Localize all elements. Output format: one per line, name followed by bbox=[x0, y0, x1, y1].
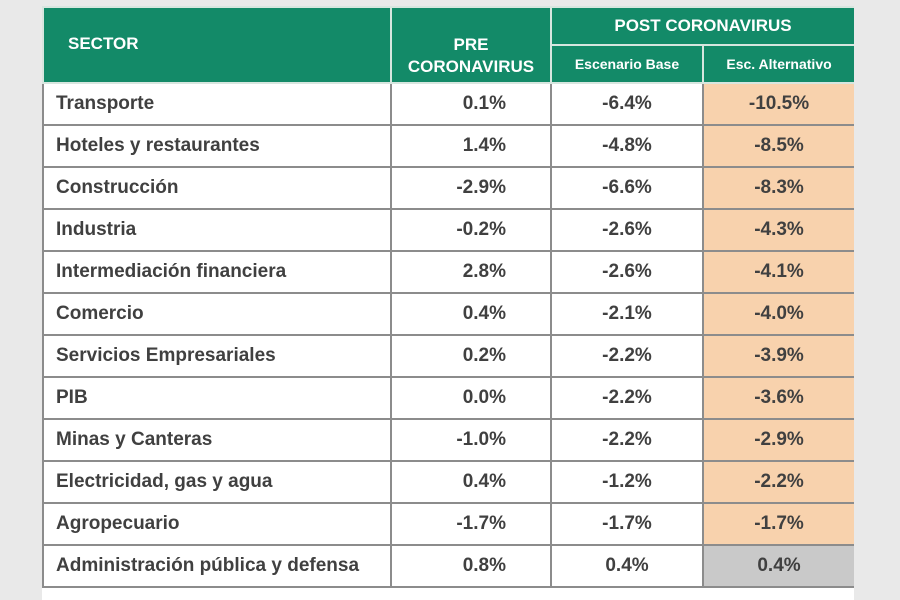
sector-growth-table: SECTOR PRE CORONAVIRUS POST CORONAVIRUS … bbox=[42, 6, 854, 588]
table-row: Servicios Empresariales 0.2% -2.2% -3.9% bbox=[42, 334, 854, 378]
table-row: Industria -0.2% -2.6% -4.3% bbox=[42, 208, 854, 252]
escenario-alternativo-cell: -1.7% bbox=[701, 502, 854, 546]
sector-cell: Construcción bbox=[42, 166, 392, 210]
header-escenario-base: Escenario Base bbox=[550, 44, 704, 84]
sector-cell: Intermediación financiera bbox=[42, 250, 392, 294]
escenario-alternativo-cell: -2.2% bbox=[701, 460, 854, 504]
pre-coronavirus-cell: 0.4% bbox=[390, 292, 552, 336]
pre-coronavirus-cell: 0.8% bbox=[390, 544, 552, 588]
pre-coronavirus-cell: 0.0% bbox=[390, 376, 552, 420]
header-pre-line1: PRE bbox=[453, 35, 489, 54]
table-row: Minas y Canteras -1.0% -2.2% -2.9% bbox=[42, 418, 854, 462]
pre-coronavirus-cell: 0.1% bbox=[390, 82, 552, 126]
escenario-base-cell: -6.6% bbox=[550, 166, 704, 210]
pre-coronavirus-cell: 0.2% bbox=[390, 334, 552, 378]
sector-cell: Comercio bbox=[42, 292, 392, 336]
table-row: Transporte 0.1% -6.4% -10.5% bbox=[42, 82, 854, 126]
escenario-alternativo-cell: -3.9% bbox=[701, 334, 854, 378]
escenario-alternativo-cell: -4.0% bbox=[701, 292, 854, 336]
escenario-alternativo-cell: -8.3% bbox=[701, 166, 854, 210]
escenario-alternativo-cell: -2.9% bbox=[701, 418, 854, 462]
table-row: Comercio 0.4% -2.1% -4.0% bbox=[42, 292, 854, 336]
sector-cell: Transporte bbox=[42, 82, 392, 126]
escenario-base-cell: -6.4% bbox=[550, 82, 704, 126]
escenario-base-cell: -1.2% bbox=[550, 460, 704, 504]
header-row-top: SECTOR PRE CORONAVIRUS POST CORONAVIRUS bbox=[42, 6, 854, 84]
escenario-base-cell: -2.2% bbox=[550, 376, 704, 420]
sector-cell: Administración pública y defensa bbox=[42, 544, 392, 588]
table-body: Transporte 0.1% -6.4% -10.5% Hoteles y resta… bbox=[42, 82, 854, 588]
table-row: Intermediación financiera 2.8% -2.6% -4.1% bbox=[42, 250, 854, 294]
escenario-base-cell: -4.8% bbox=[550, 124, 704, 168]
escenario-base-cell: -2.6% bbox=[550, 250, 704, 294]
header-row-sub: Escenario Base Esc. Alternativo bbox=[43, 44, 854, 84]
escenario-base-cell: -2.6% bbox=[550, 208, 704, 252]
escenario-alternativo-cell: -3.6% bbox=[701, 376, 854, 420]
table-row: PIB 0.0% -2.2% -3.6% bbox=[42, 376, 854, 420]
escenario-base-cell: 0.4% bbox=[550, 544, 704, 588]
header-sector: SECTOR bbox=[42, 6, 392, 84]
header-post-coronavirus: POST CORONAVIRUS bbox=[549, 6, 854, 46]
escenario-base-cell: -2.2% bbox=[550, 418, 704, 462]
table-row: Hoteles y restaurantes 1.4% -4.8% -8.5% bbox=[42, 124, 854, 168]
table-row: Administración pública y defensa 0.8% 0.4%… bbox=[42, 544, 854, 588]
sector-cell: PIB bbox=[42, 376, 392, 420]
escenario-base-cell: -2.2% bbox=[550, 334, 704, 378]
sector-cell: Hoteles y restaurantes bbox=[42, 124, 392, 168]
pre-coronavirus-cell: 2.8% bbox=[390, 250, 552, 294]
sector-cell: Servicios Empresariales bbox=[42, 334, 392, 378]
escenario-alternativo-cell: -8.5% bbox=[701, 124, 854, 168]
pre-coronavirus-cell: -2.9% bbox=[390, 166, 552, 210]
pre-coronavirus-cell: 0.4% bbox=[390, 460, 552, 504]
escenario-alternativo-cell: -10.5% bbox=[701, 82, 854, 126]
escenario-alternativo-cell: -4.1% bbox=[701, 250, 854, 294]
escenario-base-cell: -1.7% bbox=[550, 502, 704, 546]
sector-cell: Minas y Canteras bbox=[42, 418, 392, 462]
table-row: Electricidad, gas y agua 0.4% -1.2% -2.2% bbox=[42, 460, 854, 504]
sector-growth-table-container: SECTOR PRE CORONAVIRUS POST CORONAVIRUS … bbox=[42, 6, 854, 600]
pre-coronavirus-cell: -1.0% bbox=[390, 418, 552, 462]
header-pre-line2: CORONAVIRUS bbox=[407, 57, 535, 76]
escenario-base-cell: -2.1% bbox=[550, 292, 704, 336]
sector-cell: Industria bbox=[42, 208, 392, 252]
escenario-alternativo-cell: -4.3% bbox=[701, 208, 854, 252]
header-escenario-alternativo: Esc. Alternativo bbox=[701, 44, 854, 84]
sector-cell: Agropecuario bbox=[42, 502, 392, 546]
pre-coronavirus-cell: -1.7% bbox=[390, 502, 552, 546]
pre-coronavirus-cell: -0.2% bbox=[390, 208, 552, 252]
table-row: Agropecuario -1.7% -1.7% -1.7% bbox=[42, 502, 854, 546]
table-row: Construcción -2.9% -6.6% -8.3% bbox=[42, 166, 854, 210]
pre-coronavirus-cell: 1.4% bbox=[390, 124, 552, 168]
header-pre-coronavirus: PRE CORONAVIRUS bbox=[390, 6, 552, 84]
table-header: SECTOR PRE CORONAVIRUS POST CORONAVIRUS … bbox=[42, 6, 854, 84]
sector-cell: Electricidad, gas y agua bbox=[42, 460, 392, 504]
escenario-alternativo-cell: 0.4% bbox=[701, 544, 854, 588]
